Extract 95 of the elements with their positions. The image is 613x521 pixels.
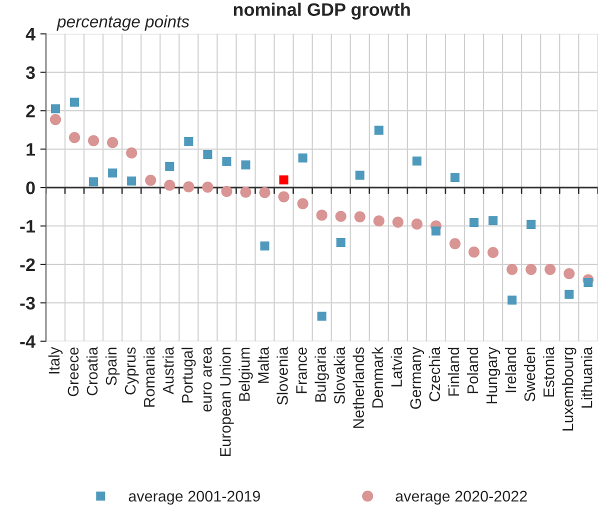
point [526, 264, 537, 275]
point [374, 126, 384, 135]
x-tick-label: Belgium [238, 348, 253, 401]
y-tick-label: 3 [26, 66, 35, 80]
x-tick-label: Slovenia [276, 346, 288, 405]
point [506, 264, 518, 275]
point [89, 177, 98, 186]
y-tick-label: -1 [20, 220, 36, 233]
point [202, 182, 214, 193]
legend-label: average 2020-2022 [396, 490, 527, 505]
point [50, 114, 62, 126]
x-tick-label: Slovakia [334, 346, 345, 404]
x-tick-label: Lithuania [581, 346, 592, 408]
point [221, 186, 232, 197]
x-tick-label: Netherlands [352, 347, 364, 428]
point [544, 264, 556, 275]
point [259, 187, 270, 198]
x-tick-label: Austria [162, 346, 174, 394]
y-tick-label: 0 [26, 181, 35, 194]
point [165, 162, 174, 171]
y-axis-title: percentage points [56, 15, 190, 31]
x-tick-label: Bulgaria [314, 346, 329, 402]
point [145, 174, 156, 186]
point [108, 168, 118, 178]
point [222, 156, 232, 166]
point [317, 312, 326, 321]
point [355, 170, 364, 180]
x-tick-label: Portugal [182, 348, 196, 402]
x-tick-label: Malta [258, 346, 269, 383]
point [126, 147, 138, 159]
x-tick-label: Germany [410, 346, 424, 409]
x-tick-label: Denmark [372, 346, 383, 408]
point [431, 226, 440, 236]
point [164, 180, 176, 191]
point [449, 238, 461, 250]
x-tick-label: Czechia [428, 346, 440, 402]
point [526, 220, 536, 229]
point [412, 156, 422, 166]
chart-title: nominal GDP growth [234, 2, 410, 20]
x-tick-label: Croatia [86, 346, 98, 396]
point [564, 268, 575, 280]
x-tick-label: Italy [48, 346, 63, 374]
y-tick-label: -4 [20, 335, 36, 348]
point [335, 210, 346, 222]
point [468, 246, 480, 258]
x-tick-label: Latvia [390, 346, 402, 386]
x-tick-label: Luxembourg [562, 348, 576, 430]
point [88, 135, 100, 146]
point [470, 218, 479, 228]
y-tick-label: -2 [20, 258, 35, 271]
point [298, 153, 308, 162]
point [487, 246, 499, 258]
x-tick-label: Greece [68, 347, 79, 396]
point [584, 278, 593, 287]
point [354, 211, 366, 222]
x-tick-label: European Union [220, 348, 234, 456]
point [564, 290, 574, 299]
point [260, 241, 270, 250]
point [297, 198, 308, 210]
x-tick-label: Estonia [542, 346, 554, 397]
x-tick-label: Spain [105, 348, 120, 386]
point [373, 215, 384, 227]
x-tick-label: Sweden [524, 348, 536, 402]
point [70, 98, 80, 107]
point [392, 216, 404, 228]
point [68, 132, 80, 144]
point [107, 137, 118, 148]
x-tick-label: euro area [203, 346, 212, 412]
y-tick-label: 1 [26, 143, 36, 156]
point [488, 216, 498, 226]
point [278, 191, 290, 202]
y-tick-label: 4 [26, 28, 36, 40]
point [279, 175, 288, 184]
point [411, 218, 422, 230]
x-tick-label: France [296, 347, 307, 394]
x-tick-label: Finland [448, 348, 460, 396]
point [316, 210, 328, 221]
point [241, 160, 250, 170]
x-tick-label: Poland [466, 348, 478, 394]
point [450, 173, 460, 182]
legend-label: average 2001-2019 [128, 490, 260, 505]
point [336, 238, 346, 248]
point [127, 176, 136, 186]
point [183, 181, 194, 192]
point [50, 104, 60, 114]
y-tick-label: -3 [20, 296, 35, 310]
point [508, 296, 517, 305]
x-tick-label: Ireland [504, 348, 516, 392]
x-tick-label: Hungary [486, 346, 500, 404]
point [203, 150, 212, 160]
x-tick-label: Cyprus [124, 347, 139, 394]
x-tick-label: Romania [143, 346, 155, 407]
y-tick-label: 2 [26, 104, 35, 118]
point [240, 186, 252, 198]
point [184, 136, 194, 146]
